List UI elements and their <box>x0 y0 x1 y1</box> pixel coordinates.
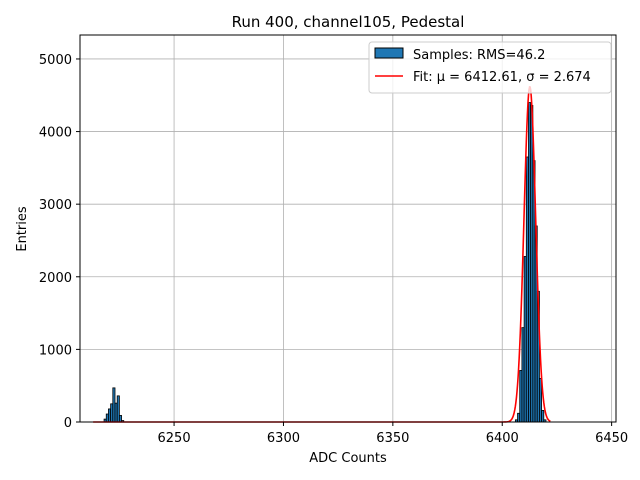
legend-box <box>368 41 612 94</box>
legend: Samples: RMS=46.2 Fit: μ = 6412.61, σ = … <box>368 41 612 94</box>
fit-curve <box>93 85 551 423</box>
x-tick-label: 6350 <box>376 431 409 446</box>
x-axis-ticks: 6250 6300 6350 6400 6450 <box>158 422 628 446</box>
y-tick-label: 5000 <box>39 53 72 68</box>
y-axis-label: Entries <box>15 206 30 252</box>
plot-frame <box>79 34 617 423</box>
y-tick-label: 4000 <box>39 126 72 141</box>
x-tick-label: 6300 <box>267 431 300 446</box>
y-tick-label: 0 <box>64 416 72 431</box>
legend-fit-label: Fit: μ = 6412.61, σ = 2.674 <box>413 70 591 85</box>
x-tick-label: 6400 <box>486 431 519 446</box>
legend-samples-swatch <box>374 47 404 59</box>
chart-title: Run 400, channel105, Pedestal <box>232 13 465 31</box>
x-tick-label: 6450 <box>595 431 628 446</box>
x-axis-label: ADC Counts <box>309 451 387 466</box>
y-tick-label: 1000 <box>39 343 72 358</box>
y-axis-ticks: 0 1000 2000 3000 4000 5000 <box>39 53 80 431</box>
legend-samples-label: Samples: RMS=46.2 <box>413 48 545 63</box>
y-tick-label: 3000 <box>39 198 72 213</box>
histogram-bars <box>103 102 547 423</box>
y-tick-label: 2000 <box>39 271 72 286</box>
x-tick-label: 6250 <box>158 431 191 446</box>
